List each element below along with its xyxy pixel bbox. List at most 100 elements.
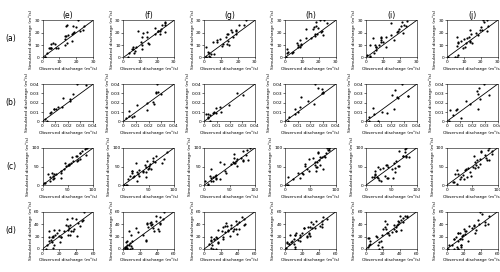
Point	[138, 169, 146, 174]
Point	[206, 174, 214, 178]
Point	[160, 156, 168, 161]
Point	[397, 218, 405, 222]
Point	[290, 233, 298, 237]
Point	[370, 112, 378, 116]
X-axis label: Observed discharge (m³/s): Observed discharge (m³/s)	[282, 194, 340, 199]
Point	[47, 110, 55, 115]
Point	[286, 242, 294, 247]
Point	[310, 102, 318, 107]
X-axis label: Observed discharge (m³/s): Observed discharge (m³/s)	[120, 130, 178, 135]
Point	[221, 168, 229, 173]
Point	[240, 23, 248, 27]
Point	[374, 247, 382, 251]
X-axis label: Observed discharge (m³/s): Observed discharge (m³/s)	[362, 194, 420, 199]
Text: (a): (a)	[6, 35, 16, 44]
Point	[390, 169, 398, 174]
Point	[40, 117, 48, 121]
Point	[45, 46, 53, 50]
Point	[402, 214, 410, 219]
Point	[307, 36, 315, 40]
Point	[224, 42, 232, 46]
Point	[232, 32, 240, 36]
Point	[404, 214, 411, 218]
Point	[48, 234, 56, 239]
Point	[49, 41, 57, 46]
Point	[382, 35, 390, 39]
Point	[390, 107, 398, 111]
Point	[463, 174, 471, 179]
Point	[208, 175, 216, 179]
Point	[457, 245, 465, 249]
Point	[457, 116, 465, 120]
Point	[477, 149, 485, 153]
Point	[306, 225, 314, 229]
Point	[397, 228, 405, 232]
Point	[52, 107, 60, 111]
Point	[138, 35, 146, 39]
Point	[325, 146, 333, 150]
Point	[240, 223, 248, 227]
Point	[484, 148, 492, 153]
Point	[374, 176, 382, 181]
Point	[390, 176, 398, 180]
Point	[68, 32, 76, 36]
Point	[325, 148, 333, 152]
Point	[298, 171, 306, 176]
Point	[466, 174, 474, 178]
Point	[132, 45, 140, 49]
Point	[476, 97, 484, 101]
Point	[218, 43, 226, 48]
Point	[312, 165, 320, 169]
Y-axis label: Simulated discharge (m³/s): Simulated discharge (m³/s)	[190, 9, 194, 69]
Point	[478, 18, 486, 23]
Point	[297, 42, 305, 47]
Point	[314, 151, 322, 155]
Point	[209, 247, 217, 251]
Point	[374, 119, 382, 123]
Point	[311, 160, 319, 164]
Point	[392, 229, 400, 234]
Point	[470, 154, 478, 158]
Point	[366, 43, 374, 47]
Point	[452, 44, 460, 48]
Point	[446, 242, 454, 247]
Point	[68, 92, 76, 96]
Point	[125, 51, 133, 55]
Y-axis label: Simulated discharge (m³/s): Simulated discharge (m³/s)	[24, 73, 28, 132]
Point	[120, 247, 128, 251]
Point	[213, 236, 221, 240]
Point	[405, 155, 413, 159]
Point	[212, 177, 220, 181]
Point	[138, 42, 146, 47]
Point	[122, 183, 130, 187]
Point	[457, 243, 465, 248]
X-axis label: Observed discharge (m³/s): Observed discharge (m³/s)	[443, 258, 500, 262]
Point	[131, 49, 139, 53]
Point	[392, 30, 400, 35]
Point	[370, 175, 378, 179]
Point	[324, 147, 332, 152]
Point	[202, 112, 210, 117]
Point	[454, 230, 462, 235]
Point	[120, 183, 128, 187]
Point	[482, 156, 490, 160]
Point	[296, 234, 304, 239]
Point	[304, 225, 312, 229]
Point	[232, 232, 240, 236]
Point	[380, 225, 388, 230]
Title: (h): (h)	[305, 11, 316, 20]
Point	[207, 167, 215, 171]
Point	[402, 154, 410, 158]
Point	[324, 146, 332, 150]
Point	[462, 41, 470, 45]
Point	[374, 175, 382, 180]
Point	[450, 180, 458, 184]
Point	[74, 18, 82, 23]
Point	[58, 171, 66, 175]
X-axis label: Observed discharge (m³/s): Observed discharge (m³/s)	[120, 66, 178, 71]
Point	[456, 177, 464, 181]
Point	[66, 226, 74, 230]
Point	[202, 55, 210, 60]
Point	[142, 238, 150, 243]
Point	[52, 231, 60, 236]
